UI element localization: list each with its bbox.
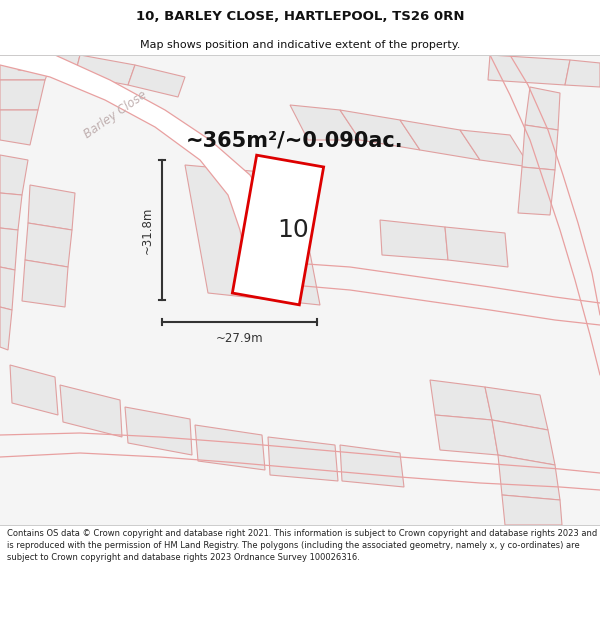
Polygon shape [0, 193, 22, 230]
Polygon shape [290, 105, 360, 140]
Polygon shape [128, 65, 185, 97]
Polygon shape [565, 60, 600, 87]
Text: Barley Close: Barley Close [81, 89, 149, 141]
Text: ~365m²/~0.090ac.: ~365m²/~0.090ac. [186, 130, 404, 150]
Polygon shape [28, 185, 75, 230]
Polygon shape [0, 55, 600, 525]
Text: Contains OS data © Crown copyright and database right 2021. This information is : Contains OS data © Crown copyright and d… [7, 529, 598, 562]
Polygon shape [340, 110, 420, 150]
Polygon shape [340, 445, 404, 487]
Text: Map shows position and indicative extent of the property.: Map shows position and indicative extent… [140, 40, 460, 50]
Polygon shape [0, 80, 45, 110]
Polygon shape [498, 455, 560, 500]
Polygon shape [0, 267, 15, 310]
Polygon shape [522, 125, 558, 170]
Polygon shape [485, 387, 548, 430]
Polygon shape [10, 365, 58, 415]
Text: 10: 10 [277, 218, 309, 242]
Polygon shape [125, 407, 192, 455]
Polygon shape [0, 55, 55, 80]
Circle shape [248, 248, 292, 292]
Polygon shape [232, 155, 323, 305]
Polygon shape [518, 167, 555, 215]
Polygon shape [492, 420, 555, 465]
Polygon shape [435, 415, 498, 455]
Polygon shape [0, 55, 285, 273]
Polygon shape [445, 227, 508, 267]
Text: ~27.9m: ~27.9m [215, 332, 263, 345]
Text: 10, BARLEY CLOSE, HARTLEPOOL, TS26 0RN: 10, BARLEY CLOSE, HARTLEPOOL, TS26 0RN [136, 10, 464, 23]
Polygon shape [268, 437, 338, 481]
Polygon shape [22, 260, 68, 307]
Polygon shape [488, 55, 570, 85]
Polygon shape [0, 110, 38, 145]
Polygon shape [195, 425, 265, 470]
Polygon shape [60, 385, 122, 437]
Polygon shape [502, 495, 562, 525]
Polygon shape [75, 55, 135, 85]
Text: ~31.8m: ~31.8m [141, 206, 154, 254]
Polygon shape [400, 120, 480, 160]
Polygon shape [25, 223, 72, 267]
Polygon shape [18, 55, 80, 75]
Polygon shape [0, 307, 12, 350]
Polygon shape [185, 165, 320, 305]
Polygon shape [380, 220, 448, 260]
Polygon shape [460, 130, 530, 167]
Polygon shape [525, 87, 560, 130]
Polygon shape [430, 380, 492, 420]
Polygon shape [0, 228, 18, 270]
Polygon shape [0, 155, 28, 195]
